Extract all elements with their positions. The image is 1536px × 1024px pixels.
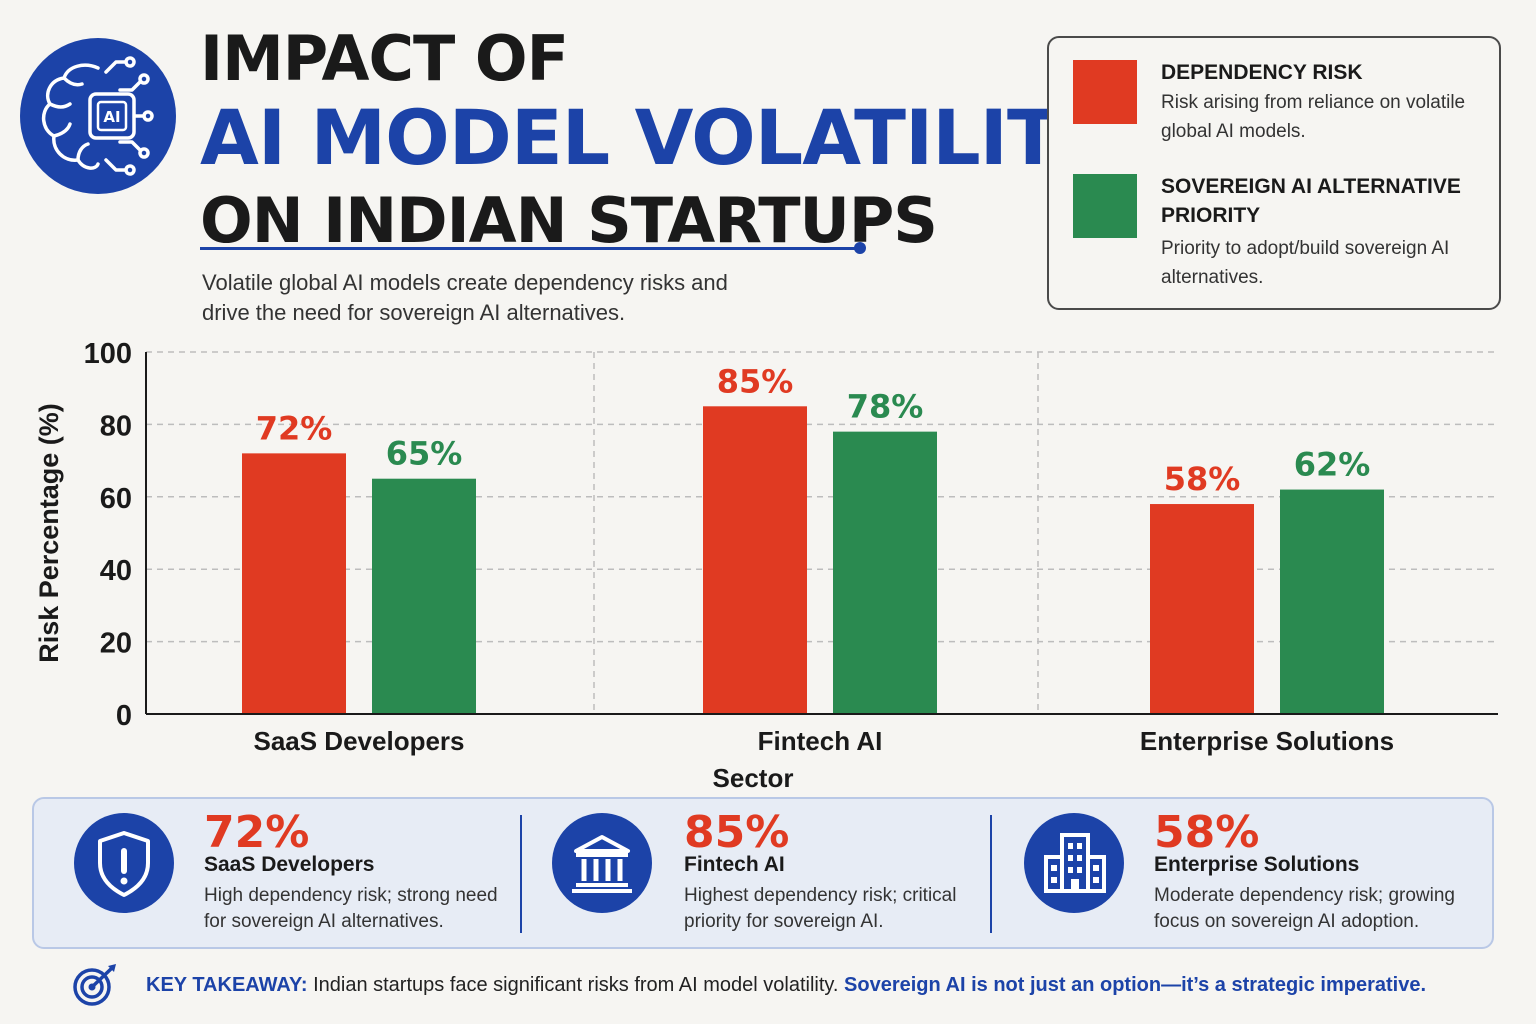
title-line-3: ON INDIAN STARTUPS bbox=[200, 184, 938, 257]
target-icon bbox=[73, 964, 116, 1006]
bar-sovereign-ai-1 bbox=[833, 431, 937, 714]
bar-value-label: 58% bbox=[1164, 460, 1241, 498]
stat-divider bbox=[990, 815, 992, 933]
legend-swatch-sovereign-ai bbox=[1073, 174, 1137, 238]
bar-dependency-risk-1 bbox=[703, 406, 807, 714]
title-underline-dot bbox=[854, 242, 866, 254]
stat-label-saas: SaaS Developers bbox=[204, 853, 375, 876]
takeaway-body: Indian startups face significant risks f… bbox=[307, 974, 845, 996]
y-tick-label: 0 bbox=[116, 700, 132, 732]
shield-alert-icon bbox=[74, 813, 174, 913]
legend: DEPENDENCY RISK Risk arising from relian… bbox=[1047, 36, 1501, 310]
subtitle: Volatile global AI models create depende… bbox=[202, 270, 728, 325]
stat-value-fintech: 85% bbox=[684, 807, 790, 858]
stats-panel: 72% SaaS Developers High dependency risk… bbox=[32, 797, 1494, 949]
ai-brain-logo: AI bbox=[20, 38, 176, 194]
bank-icon bbox=[552, 813, 652, 913]
bar-value-label: 85% bbox=[717, 362, 794, 400]
stat-desc-saas: High dependency risk; strong need for so… bbox=[204, 885, 498, 932]
legend-swatch-dependency-risk bbox=[1073, 60, 1137, 124]
legend-title-dependency-risk: DEPENDENCY RISK bbox=[1161, 61, 1363, 84]
x-axis-title: Sector bbox=[713, 763, 794, 793]
stat-divider bbox=[520, 815, 522, 933]
y-tick-label: 100 bbox=[84, 338, 132, 370]
x-tick-label: Enterprise Solutions bbox=[1140, 726, 1394, 756]
y-tick-label: 20 bbox=[100, 628, 132, 660]
stat-label-fintech: Fintech AI bbox=[684, 853, 785, 876]
y-tick-label: 40 bbox=[100, 555, 132, 587]
stat-desc-fintech: Highest dependency risk; critical priori… bbox=[684, 885, 957, 932]
bar-dependency-risk-0 bbox=[242, 453, 346, 714]
stat-card-saas: 72% SaaS Developers High dependency risk… bbox=[34, 799, 514, 951]
bar-sovereign-ai-0 bbox=[372, 478, 476, 714]
y-axis-title: Risk Percentage (%) bbox=[34, 403, 64, 663]
bar-value-label: 65% bbox=[386, 435, 463, 473]
takeaway-emphasis: Sovereign AI is not just an option—it’s … bbox=[844, 974, 1427, 996]
bar-value-label: 62% bbox=[1294, 446, 1371, 484]
title-line-1: IMPACT OF bbox=[200, 22, 569, 95]
bar-dependency-risk-2 bbox=[1150, 504, 1254, 714]
stat-value-enterprise: 58% bbox=[1154, 807, 1260, 858]
bar-chart: 0 20 40 60 80 100 72% 65% SaaS Developers 85% 78% F… bbox=[34, 338, 1498, 793]
stat-desc-enterprise: Moderate dependency risk; growing focus … bbox=[1154, 885, 1456, 932]
title-line-2: AI MODEL VOLATILITY bbox=[200, 93, 1113, 182]
legend-desc-dependency-risk: Risk arising from reliance on volatile g… bbox=[1161, 92, 1466, 142]
x-tick-label: SaaS Developers bbox=[253, 726, 464, 756]
legend-desc-sovereign-ai: Priority to adopt/build sovereign AI alt… bbox=[1161, 238, 1450, 288]
bar-sovereign-ai-2 bbox=[1280, 489, 1384, 714]
key-takeaway: KEY TAKEAWAY: Indian startups face signi… bbox=[70, 962, 1510, 1008]
stat-label-enterprise: Enterprise Solutions bbox=[1154, 853, 1360, 876]
y-tick-label: 60 bbox=[100, 483, 132, 515]
bar-value-label: 78% bbox=[847, 388, 924, 426]
logo-text: AI bbox=[103, 108, 120, 126]
takeaway-text: KEY TAKEAWAY: Indian startups face signi… bbox=[146, 974, 1426, 997]
stat-card-enterprise: 58% Enterprise Solutions Moderate depend… bbox=[994, 799, 1494, 951]
bar-value-label: 72% bbox=[256, 409, 333, 447]
building-icon bbox=[1024, 813, 1124, 913]
stat-value-saas: 72% bbox=[204, 807, 310, 858]
brain-chip-icon: AI bbox=[41, 56, 154, 176]
y-tick-label: 80 bbox=[100, 410, 132, 442]
takeaway-label: KEY TAKEAWAY: bbox=[146, 974, 308, 996]
legend-title-sovereign-ai: SOVEREIGN AI ALTERNATIVE PRIORITY bbox=[1161, 175, 1461, 227]
stat-card-fintech: 85% Fintech AI Highest dependency risk; … bbox=[524, 799, 994, 951]
x-tick-label: Fintech AI bbox=[758, 726, 883, 756]
title-underline bbox=[200, 247, 860, 250]
